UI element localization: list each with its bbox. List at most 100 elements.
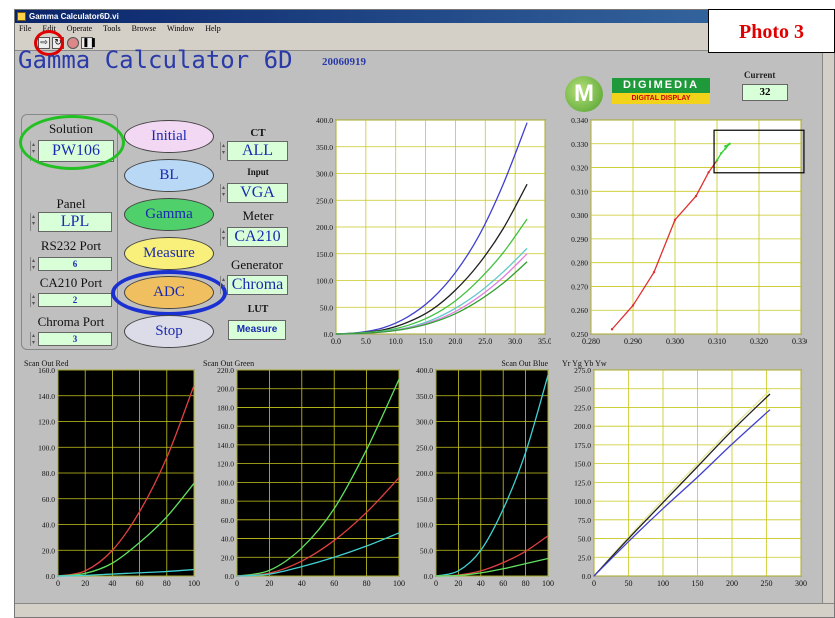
series-line-1 — [236, 477, 400, 577]
y-tick-label: 200.0 — [217, 385, 234, 394]
ct-label: CT — [250, 127, 266, 139]
data-point — [724, 144, 727, 148]
title-bar: Gamma Calculator6D.vi — [15, 10, 834, 23]
series-line-1 — [593, 393, 771, 577]
run-highlight-circle — [34, 30, 64, 56]
y-tick-label: 25.0 — [578, 553, 591, 562]
series-line-2 — [236, 532, 400, 577]
x-tick-label: 15.0 — [419, 337, 433, 346]
menu-tools[interactable]: Tools — [102, 24, 121, 33]
meter-label: Meter — [242, 208, 274, 223]
y-tick-label: 125.0 — [574, 478, 591, 487]
y-tick-label: 0.260 — [571, 306, 588, 315]
x-tick-label: 20.0 — [448, 337, 462, 346]
y-tick-label: 120.0 — [217, 460, 234, 469]
input-spinner[interactable]: ▴ ▾ — [220, 184, 226, 202]
series-line-0 — [236, 379, 400, 577]
menu-bar: File Edit Operate Tools Browse Window He… — [15, 23, 834, 34]
x-tick-label: 100 — [542, 579, 554, 588]
input-field[interactable]: VGA — [227, 183, 288, 203]
menu-operate[interactable]: Operate — [66, 24, 93, 33]
bl-button[interactable]: BL — [124, 159, 214, 192]
ca210-spinner[interactable]: ▴ ▾ — [30, 293, 35, 307]
y-tick-label: 0.300 — [571, 211, 588, 220]
stop-button[interactable]: Stop — [124, 315, 214, 348]
lut-field[interactable]: Measure — [228, 320, 286, 340]
y-tick-label: 40.0 — [42, 521, 55, 530]
plot-area — [236, 369, 400, 577]
x-tick-label: 35.0 — [538, 337, 551, 346]
x-tick-label: 0 — [434, 579, 438, 588]
x-tick-label: 10.0 — [389, 337, 403, 346]
x-tick-label: 80 — [163, 579, 171, 588]
panel-field[interactable]: LPL — [38, 212, 112, 232]
y-tick-label: 100.0 — [217, 478, 234, 487]
y-tick-label: 50.0 — [420, 546, 433, 555]
rs232-label: RS232 Port — [40, 238, 102, 253]
menu-edit[interactable]: Edit — [42, 24, 56, 33]
pause-icon[interactable]: ❚❚ — [81, 37, 98, 49]
y-tick-label: 0.280 — [571, 259, 588, 268]
y-tick-label: 100.0 — [316, 277, 333, 286]
generator-spinner[interactable]: ▴ ▾ — [220, 276, 226, 294]
y-tick-label: 200.0 — [574, 422, 591, 431]
menu-window[interactable]: Window — [166, 24, 195, 33]
y-tick-label: 180.0 — [217, 403, 234, 412]
abort-icon[interactable] — [67, 37, 79, 49]
scan-out-red-chart: 0 20 40 60 80 100 0.0 20.0 40.0 60.0 80.0 100.0 120.… — [22, 356, 200, 592]
scan-out-blue-chart: 0 20 40 60 80 100 0.0 50.0 100.0 150.0 200.0 250.0 3… — [406, 356, 554, 592]
y-tick-label: 0.290 — [571, 235, 588, 244]
ct-field[interactable]: ALL — [227, 141, 288, 161]
ct-spinner[interactable]: ▴ ▾ — [220, 142, 226, 160]
x-tick-label: 100 — [657, 579, 669, 588]
x-tick-label: 200 — [726, 579, 738, 588]
panel-spinner[interactable]: ▴ ▾ — [30, 213, 36, 231]
y-tick-label: 275.0 — [574, 366, 591, 375]
scan-out-green-chart: 0 20 40 60 80 100 0.0 20.0 40.0 60.0 80.0 100.0 120.… — [201, 356, 405, 592]
ca210-label: CA210 Port — [39, 275, 103, 290]
series-line-5 — [335, 261, 528, 335]
data-point — [720, 152, 723, 155]
x-tick-label: 50 — [625, 579, 633, 588]
x-tick-label: 0.310 — [708, 337, 726, 346]
data-point — [631, 304, 635, 307]
y-tick-label: 0.0 — [46, 572, 56, 581]
y-tick-label: 80.0 — [221, 497, 234, 506]
x-tick-label: 40 — [477, 579, 485, 588]
chart-svg: 0 50 100 150 200 250 300 0.0 25.0 50.0 75.0 100.0 12… — [562, 359, 807, 588]
y-tick-label: 100.0 — [574, 497, 591, 506]
y-tick-label: 80.0 — [42, 469, 55, 478]
measure-button[interactable]: Measure — [124, 237, 214, 270]
ca210-field[interactable]: 2 — [38, 293, 112, 307]
chroma-field[interactable]: 3 — [38, 332, 112, 346]
data-point — [724, 147, 727, 150]
series-line-2 — [593, 409, 771, 577]
y-tick-label: 0.0 — [424, 572, 434, 581]
initial-button[interactable]: Initial — [124, 120, 214, 153]
chroma-spinner[interactable]: ▴ ▾ — [30, 332, 35, 346]
x-tick-label: 300 — [795, 579, 807, 588]
series-line-1 — [57, 482, 195, 577]
y-tick-label: 120.0 — [38, 418, 55, 427]
y-tick-label: 20.0 — [42, 546, 55, 555]
chart-svg: 0 20 40 60 80 100 0.0 20.0 40.0 60.0 80.0 100.0 120.… — [203, 359, 405, 588]
vertical-scrollbar[interactable] — [822, 51, 834, 603]
rs232-field[interactable]: 6 — [38, 257, 112, 271]
current-value: 32 — [742, 84, 788, 101]
rs232-spinner[interactable]: ▴ ▾ — [30, 257, 35, 271]
horizontal-scrollbar[interactable] — [15, 603, 834, 617]
gamma-button[interactable]: Gamma — [124, 198, 214, 231]
generator-field[interactable]: Chroma — [227, 275, 288, 295]
series-line-0 — [593, 389, 771, 577]
menu-file[interactable]: File — [19, 24, 32, 33]
menu-browse[interactable]: Browse — [131, 24, 157, 33]
menu-help[interactable]: Help — [205, 24, 221, 33]
chart-title: Scan Out Blue — [501, 359, 548, 368]
y-tick-label: 20.0 — [221, 553, 234, 562]
meter-field[interactable]: CA210 — [227, 227, 288, 247]
data-point — [728, 142, 731, 145]
chart-svg: 0 20 40 60 80 100 0.0 50.0 100.0 150.0 200.0 250.0 3… — [416, 359, 554, 588]
y-tick-label: 140.0 — [38, 392, 55, 401]
chart-svg: 0.0 5.0 10.0 15.0 20.0 25.0 30.0 35.0 0.0 50.0 100… — [316, 116, 552, 346]
meter-spinner[interactable]: ▴ ▾ — [220, 228, 226, 246]
